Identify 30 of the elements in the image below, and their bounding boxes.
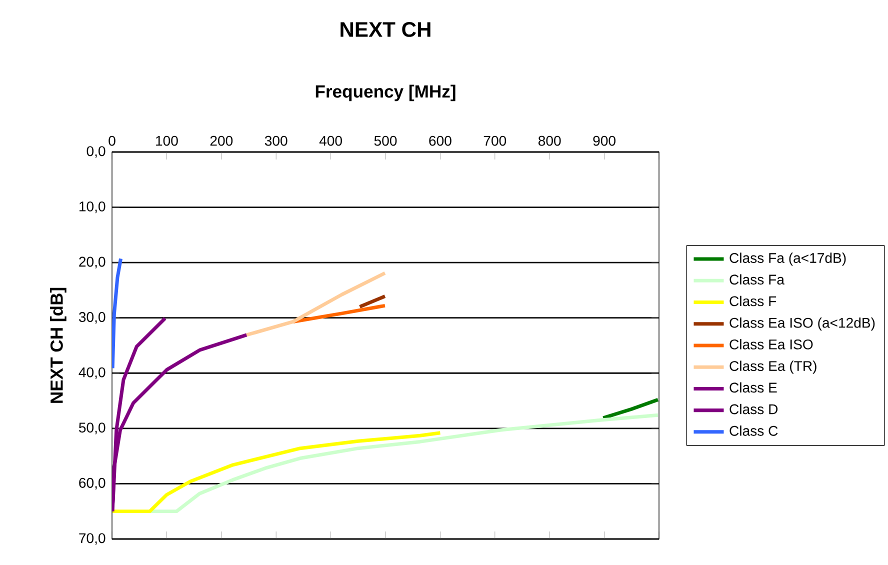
- y-tick-label: 10,0: [80, 201, 106, 214]
- legend-label: Class F: [730, 296, 776, 306]
- y-tick-label: 20,0: [79, 256, 106, 268]
- y-tick-label: 30,0: [78, 312, 106, 324]
- y-axis-title: NEXT CH [dB]: [50, 288, 66, 403]
- x-tick-label: 300: [264, 136, 288, 146]
- y-tick-label: 40,0: [78, 367, 106, 379]
- x-tick-label: 800: [538, 136, 561, 146]
- legend-label: Class Ea ISO: [730, 339, 813, 350]
- x-tick-label: 100: [156, 136, 178, 146]
- x-tick-label: 400: [319, 136, 342, 146]
- x-tick-label: 200: [210, 136, 233, 146]
- x-tick-label: 900: [593, 136, 616, 146]
- x-tick-label: 600: [429, 136, 452, 146]
- legend-label: Class Fa: [730, 274, 784, 285]
- x-tick-label: 700: [484, 136, 506, 146]
- legend-label: Class Fa (a<17dB): [730, 252, 846, 266]
- legend-label: Class Ea (TR): [730, 360, 816, 374]
- y-tick-label: 0,0: [86, 146, 106, 158]
- x-tick-label: 0: [108, 136, 116, 146]
- legend-label: Class C: [730, 426, 778, 436]
- legend-label: Class D: [730, 404, 778, 414]
- y-tick-label: 50,0: [78, 422, 106, 434]
- y-tick-label: 70,0: [79, 533, 106, 545]
- chart-title: NEXT CH: [340, 22, 430, 37]
- legend-label: Class Ea ISO (a<12dB): [730, 317, 875, 331]
- x-axis-title: Frequency [MHz]: [316, 84, 456, 102]
- x-tick-label: 500: [374, 136, 397, 146]
- y-tick-label: 60,0: [79, 478, 106, 490]
- legend-label: Class E: [730, 382, 777, 393]
